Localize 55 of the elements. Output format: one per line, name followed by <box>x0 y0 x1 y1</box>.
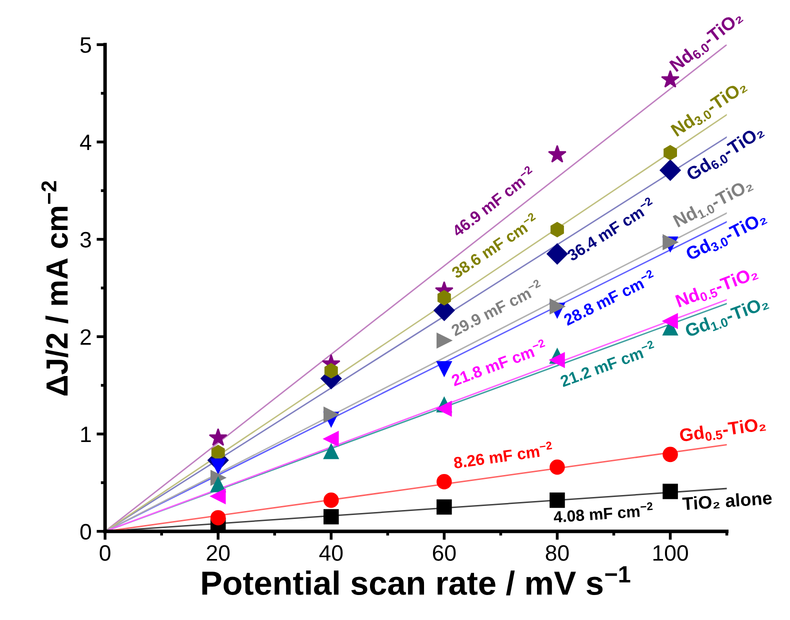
point <box>550 492 565 508</box>
y-tick-label: 0 <box>80 524 92 540</box>
y-tick-label: 5 <box>80 37 91 53</box>
point <box>211 444 225 460</box>
x-tick-label: 80 <box>546 545 569 561</box>
point <box>210 458 226 474</box>
point <box>208 428 228 446</box>
text: Gd$_{0.5}$-TiO₂ <box>679 416 766 445</box>
point <box>436 401 452 416</box>
point <box>546 243 568 264</box>
point <box>662 313 678 329</box>
x-tick-label: 0 <box>100 545 110 561</box>
y-tick-label: 4 <box>80 134 92 150</box>
y-tick-label: 3 <box>80 232 91 248</box>
point <box>550 459 565 475</box>
x-tick-label: 60 <box>432 545 456 561</box>
y-axis-title: ΔJ/2 / mA cm$^{−2}$ <box>41 181 68 396</box>
point <box>436 499 452 515</box>
point <box>664 145 677 160</box>
point <box>324 406 339 422</box>
point <box>324 509 339 524</box>
annotation: 21.8 mF cm$^{−2}$ <box>450 338 548 386</box>
annotation: 29.9 mF cm$^{−2}$ <box>449 278 544 336</box>
point <box>662 446 678 462</box>
point <box>210 510 226 526</box>
point <box>436 332 452 348</box>
text: Nd$_{6.0}$-TiO₂ <box>668 10 745 74</box>
annotation: 28.8 mF cm$^{−2}$ <box>562 269 656 326</box>
point <box>324 363 338 378</box>
text: Gd$_{6.0}$-TiO₂ <box>685 128 765 182</box>
annotation: 21.2 mF cm$^{−2}$ <box>558 340 656 388</box>
point <box>324 492 339 508</box>
x-axis-title: Potential scan rate / mV s$^{−1}$ <box>202 566 630 596</box>
point <box>436 361 452 376</box>
point <box>662 484 678 500</box>
point <box>324 431 339 447</box>
point <box>548 144 567 163</box>
y-tick-label: 1 <box>81 426 91 442</box>
y-tick-label: 2 <box>80 329 91 345</box>
point <box>324 444 339 460</box>
annotation: 8.26 mF cm$^{−2}$ <box>453 441 553 469</box>
point <box>550 222 564 238</box>
series-label: TiO₂ alone <box>682 490 772 511</box>
point <box>660 160 681 181</box>
point <box>437 290 451 306</box>
x-tick-label: 20 <box>206 545 230 561</box>
annotation: 36.4 mF cm$^{−2}$ <box>564 196 656 262</box>
annotation: 4.08 mF cm$^{−2}$ <box>553 502 654 523</box>
point <box>550 298 565 314</box>
x-tick-label: 100 <box>653 545 688 561</box>
point <box>550 352 565 368</box>
point <box>436 474 452 490</box>
x-tick-label: 40 <box>319 545 343 561</box>
point <box>210 476 226 492</box>
point <box>210 488 226 504</box>
